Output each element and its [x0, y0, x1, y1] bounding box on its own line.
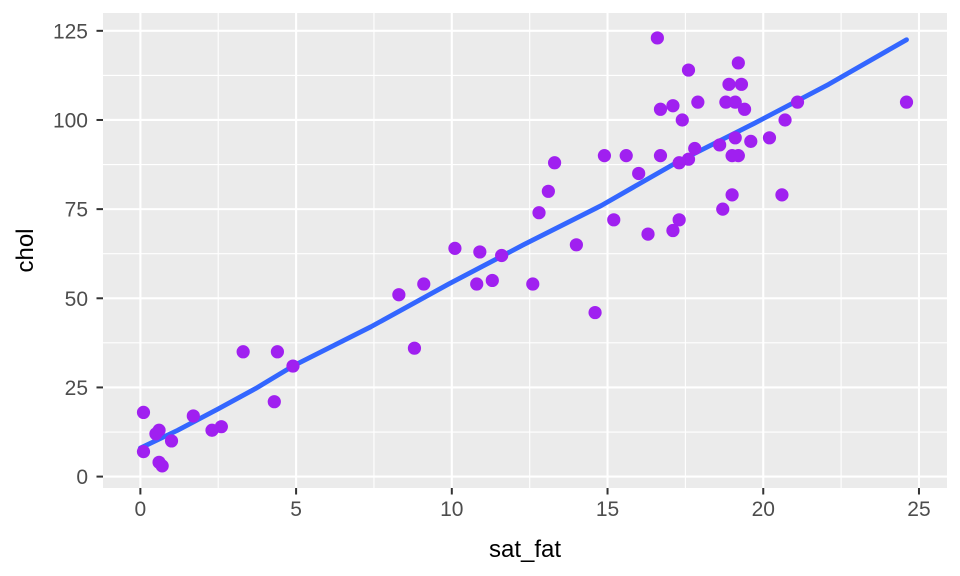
- scatter-point: [152, 423, 166, 437]
- y-tick-label: 50: [65, 288, 88, 311]
- scatter-point: [392, 288, 406, 302]
- scatter-point: [547, 156, 562, 170]
- scatter-point: [688, 141, 702, 156]
- x-axis-title: sat_fat: [489, 536, 561, 563]
- scatter-point: [790, 95, 805, 109]
- x-tick-label: 5: [290, 498, 302, 521]
- scatter-point: [407, 341, 422, 355]
- scatter-point: [495, 248, 509, 263]
- scatter-point: [728, 131, 742, 145]
- plot-area: 0 5 10 15 20 25 0 25 50 75 100 125: [53, 13, 947, 521]
- scatter-point: [597, 149, 612, 163]
- scatter-point: [473, 245, 487, 259]
- scatter-point: [725, 188, 739, 202]
- scatter-point: [136, 445, 151, 459]
- scatter-point: [734, 77, 749, 91]
- y-tick-label: 100: [53, 110, 88, 133]
- x-tick-label: 25: [907, 498, 930, 521]
- scatter-point: [286, 359, 300, 373]
- scatter-point: [713, 138, 727, 152]
- scatter-point: [470, 277, 484, 291]
- x-tick-label: 15: [596, 498, 619, 521]
- trend-line: [137, 37, 909, 451]
- scatter-point: [666, 99, 680, 113]
- scatter-point: [270, 345, 285, 359]
- scatter-point: [681, 152, 696, 166]
- scatter-point: [155, 459, 169, 473]
- scatter-point: [672, 213, 686, 227]
- scatter-point: [899, 95, 914, 109]
- y-tick-label: 0: [76, 466, 88, 489]
- scatter-point: [653, 102, 668, 116]
- scatter-point: [214, 420, 228, 434]
- scatter-point: [778, 113, 792, 127]
- scatter-point: [164, 434, 179, 448]
- plot-panel: [103, 13, 947, 488]
- scatter-point: [681, 63, 696, 77]
- x-tick-label: 0: [135, 498, 147, 521]
- scatter-point: [417, 277, 431, 291]
- scatter-point: [607, 213, 621, 227]
- scatter-point: [731, 56, 745, 70]
- scatter-point: [775, 188, 789, 202]
- scatter-point: [666, 223, 680, 238]
- y-tick-label: 125: [53, 20, 88, 43]
- scatter-point: [526, 277, 540, 291]
- scatter-point: [716, 202, 730, 216]
- scatter-point: [744, 134, 758, 148]
- scatter-point: [650, 31, 664, 45]
- x-tick-label: 10: [440, 498, 463, 521]
- scatter-point: [731, 149, 745, 163]
- scatter-point: [136, 405, 151, 419]
- scatter-point: [588, 305, 602, 320]
- scatter-point: [737, 102, 752, 116]
- scatter-point: [762, 131, 777, 145]
- y-tick-label: 25: [65, 377, 88, 400]
- scatter-point: [569, 238, 583, 252]
- scatter-point: [619, 149, 633, 163]
- scatter-point: [675, 113, 689, 127]
- x-tick-label: 20: [752, 498, 775, 521]
- scatter-point: [653, 149, 668, 163]
- scatter-point: [541, 184, 555, 198]
- scatter-point: [448, 241, 462, 255]
- y-axis-title: chol: [12, 228, 39, 272]
- scatter-point: [236, 345, 250, 359]
- scatter-point: [691, 95, 705, 109]
- scatter-point: [267, 395, 281, 409]
- scatter-point: [728, 95, 742, 109]
- scatter-point: [632, 166, 646, 181]
- scatter-point: [719, 95, 733, 109]
- scatter-point: [722, 77, 736, 91]
- scatter-point: [641, 227, 655, 241]
- scatter-point: [186, 409, 200, 423]
- scatter-point: [485, 273, 499, 288]
- y-tick-label: 75: [65, 199, 88, 222]
- scatter-point: [532, 206, 546, 220]
